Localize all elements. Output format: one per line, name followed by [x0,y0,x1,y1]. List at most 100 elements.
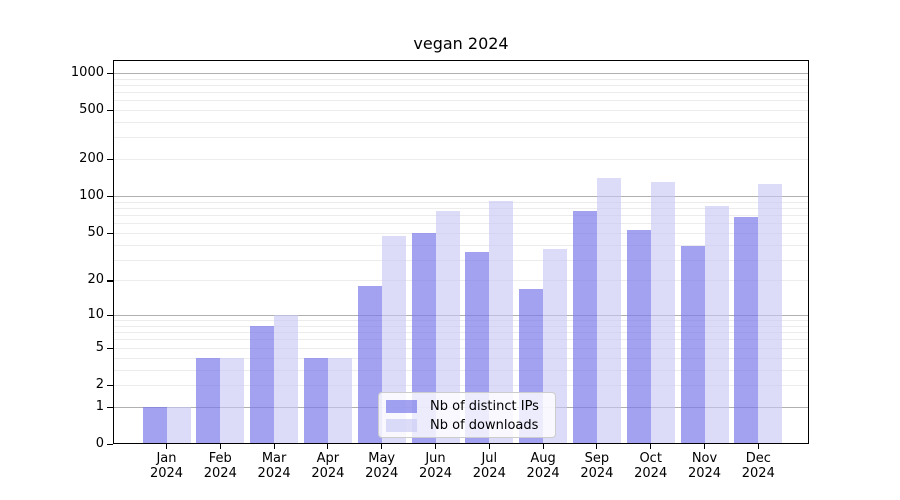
x-tick-year: 2024 [418,466,453,481]
y-tick-mark [107,196,113,198]
gridline-minor [113,122,809,124]
bar-distinct-ips [626,229,651,444]
x-tick-mark [596,444,598,449]
x-tick-label: Feb 2024 [193,451,247,481]
bar-distinct-ips [572,210,597,444]
x-tick-mark [650,444,652,449]
x-tick-year: 2024 [741,466,775,481]
gridline-minor [113,232,809,234]
gridline-minor [113,159,809,161]
gridline-minor [113,215,809,217]
y-tick-mark [107,72,113,75]
x-tick-year: 2024 [257,466,291,481]
bar-distinct-ips [357,285,382,444]
x-tick-year: 2024 [526,466,560,481]
x-tick-mark [434,444,437,449]
x-tick-year: 2024 [149,466,184,481]
gridline-minor [113,384,809,386]
x-tick-label: Jun 2024 [409,451,463,481]
bar-downloads [327,357,352,444]
x-tick-month: Dec [745,451,771,466]
legend-row: Nb of downloads [386,416,555,435]
gridline-minor [113,339,809,341]
x-tick-year: 2024 [472,466,506,481]
legend: Nb of distinct IPs Nb of downloads [378,392,556,438]
x-tick-year: 2024 [203,466,237,481]
x-tick-mark [327,444,329,449]
plot-area [113,60,809,444]
gridline-minor [113,332,809,334]
x-tick-label: Nov 2024 [678,451,732,481]
gridline-minor [113,100,809,102]
gridline-minor [113,201,809,203]
legend-row: Nb of distinct IPs [386,397,555,416]
y-tick-mark [107,406,113,408]
y-tick-label: 20 [87,272,104,288]
x-tick-month: Nov [691,451,718,466]
x-tick-month: May [368,451,396,466]
x-tick-month: Oct [639,451,662,466]
bar-downloads [596,178,621,444]
x-tick-year: 2024 [580,466,614,481]
gridline-minor [113,78,809,80]
gridline-minor [113,325,809,327]
bar-downloads [220,357,245,444]
x-tick-month: Jun [425,451,446,466]
x-tick-label: Sep 2024 [570,451,624,481]
gridline-minor [113,320,809,322]
x-tick-label: Apr 2024 [301,451,355,481]
gridline-minor [113,259,809,261]
y-tick-label: 0 [95,436,104,451]
gridline-minor [113,280,809,282]
gridline-minor [113,84,809,86]
y-tick-label: 100 [79,188,104,204]
chart-title: vegan 2024 [413,34,509,53]
x-tick-mark [703,444,706,449]
bar-downloads [650,182,675,444]
bar-downloads [166,406,191,444]
bar-downloads [758,183,783,444]
gridline-minor [113,357,809,359]
x-tick-year: 2024 [634,466,668,481]
x-tick-mark [381,444,383,449]
y-tick-label: 1 [95,398,104,414]
x-tick-month: Mar [261,451,287,466]
bar-downloads [274,315,299,444]
y-tick-mark [107,347,113,349]
gridline-minor [113,92,809,94]
gridline-major [113,315,809,317]
gridline-major [113,196,809,198]
x-tick-label: May 2024 [355,451,409,481]
x-tick-mark [165,444,168,449]
y-tick-label: 500 [79,102,104,118]
x-tick-month: Jul [481,451,498,466]
x-tick-mark [757,444,759,449]
x-tick-year: 2024 [365,466,399,481]
y-tick-label: 1000 [70,64,104,80]
bar-distinct-ips [303,357,328,444]
gridline-minor [113,223,809,225]
y-tick-mark [107,232,113,234]
legend-swatch [386,419,417,432]
y-tick-label: 10 [87,307,104,323]
gridline-minor [113,110,809,112]
y-tick-label: 50 [87,224,104,240]
x-tick-mark [542,444,544,449]
x-tick-label: Dec 2024 [731,451,785,481]
gridline-minor [113,369,809,371]
x-tick-year: 2024 [311,466,345,481]
gridline-minor [113,207,809,209]
x-tick-month: Feb [208,451,232,466]
legend-swatch [386,400,417,413]
x-tick-month: Aug [530,451,556,466]
x-tick-month: Apr [316,451,340,466]
gridline-major [113,72,809,74]
gridline-minor [113,137,809,139]
y-tick-mark [107,384,113,387]
y-tick-mark [107,110,113,112]
x-tick-label: Mar 2024 [247,451,301,481]
x-tick-mark [273,444,275,449]
x-tick-mark [219,444,221,449]
bar-distinct-ips [734,216,759,444]
x-tick-year: 2024 [687,466,722,481]
